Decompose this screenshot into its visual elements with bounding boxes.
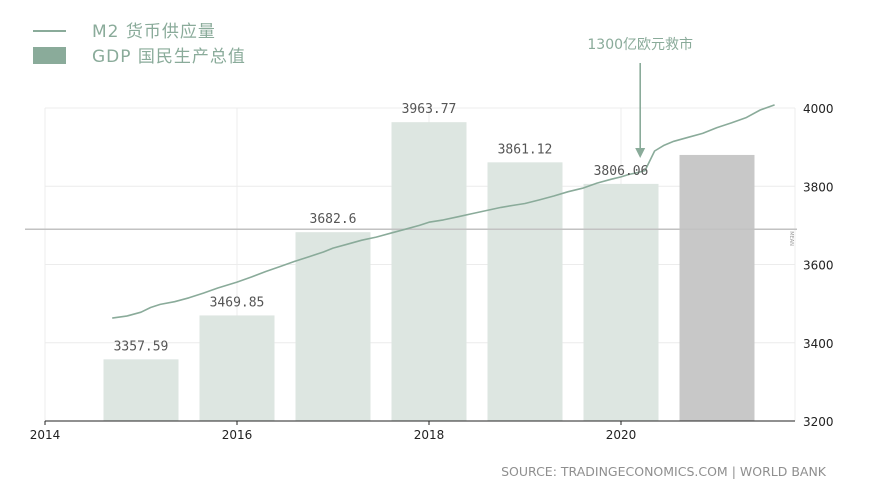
bars	[103, 122, 755, 422]
y-axis-tick-label: 4000	[803, 102, 834, 116]
bar-value-label: 3357.59	[114, 339, 169, 354]
bar-value-label: 3806.06	[594, 164, 649, 179]
legend-m2-label: M2 货币供应量	[92, 22, 216, 42]
bar	[487, 162, 563, 422]
m2-line-group	[112, 104, 775, 319]
y-axis-tick-label: 3800	[803, 180, 834, 194]
bar-value-label: 3861.12	[498, 142, 553, 157]
legend: M2 货币供应量 GDP 国民生产总值	[33, 22, 246, 67]
axes: 2014 2016 2018 2020 3200 3400 3600 3800 4000	[30, 102, 834, 442]
x-axis-tick-label: 2014	[30, 428, 61, 442]
bar-value-label: 3682.6	[310, 212, 357, 227]
legend-gdp-swatch	[33, 47, 66, 64]
bar	[199, 315, 275, 421]
legend-gdp-label: GDP 国民生产总值	[92, 47, 246, 67]
bar	[391, 122, 467, 421]
x-axis-tick-label: 2016	[222, 428, 253, 442]
bar	[583, 183, 659, 421]
annotation-arrow-head	[635, 148, 646, 158]
x-axis-tick-label: 2020	[606, 428, 637, 442]
bar-labels: 3357.59 3469.85 3682.6 3963.77 3861.12 3806.0…	[114, 102, 649, 354]
y-axis-tick-label: 3600	[803, 259, 834, 273]
bar	[103, 359, 179, 421]
bar	[295, 232, 371, 421]
annotation-label: 1300亿欧元救市	[587, 36, 693, 53]
m2-line	[112, 104, 775, 319]
y-axis-tick-label: 3400	[803, 337, 834, 351]
annotation: 1300亿欧元救市	[587, 36, 693, 158]
bar-value-label: 3469.85	[210, 295, 265, 310]
mean-line-group: MEAN	[25, 228, 797, 246]
y-axis-tick-label: 3200	[803, 415, 834, 429]
mean-line-label: MEAN	[788, 231, 794, 246]
x-axis-tick-label: 2018	[414, 428, 445, 442]
bar-value-label: 3963.77	[402, 102, 457, 117]
bar	[679, 154, 755, 421]
source-text: SOURCE: TRADINGECONOMICS.COM | WORLD BAN…	[501, 464, 827, 479]
